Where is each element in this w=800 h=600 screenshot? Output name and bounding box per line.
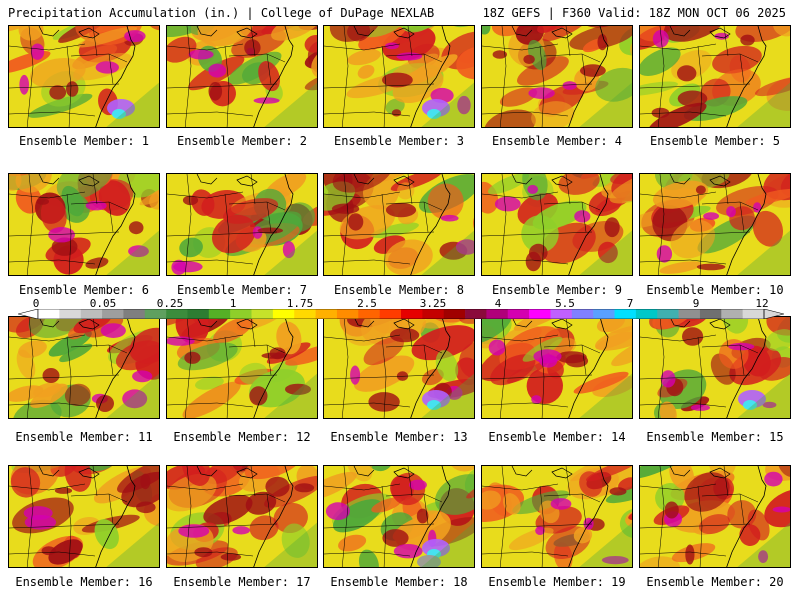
precipitation-colorbar [18,309,784,319]
colorbar-tick-label: 12 [755,297,769,310]
colorbar-swatch [401,309,423,319]
colorbar-swatch [614,309,637,319]
colorbar-swatch [123,309,146,319]
colorbar-swatch [166,309,188,319]
ensemble-member-caption: Ensemble Member: 8 [333,283,465,297]
ensemble-map-panel [323,465,475,568]
colorbar-swatch [315,309,338,319]
ensemble-member-caption: Ensemble Member: 20 [646,575,784,589]
colorbar-swatch [550,309,573,319]
colorbar-swatch [422,309,444,319]
ensemble-map-panel [166,316,318,419]
colorbar-tick-label: 2.5 [357,297,377,310]
ensemble-map-panel [639,25,791,128]
colorbar-swatch [144,309,167,319]
ensemble-member-caption: Ensemble Member: 12 [173,430,311,444]
colorbar-swatch [187,309,210,319]
colorbar-tick-label: 4 [494,297,502,310]
colorbar-swatch [208,309,231,319]
colorbar-swatch [635,309,658,319]
ensemble-map-panel [481,465,633,568]
ensemble-member-caption: Ensemble Member: 19 [488,575,626,589]
colorbar-swatch [571,309,594,319]
colorbar-swatch [358,309,380,319]
colorbar-swatch [465,309,487,319]
ensemble-member-caption: Ensemble Member: 7 [176,283,308,297]
ensemble-member-caption: Ensemble Member: 9 [491,283,623,297]
colorbar-tick-label: 0.25 [156,297,184,310]
colorbar-swatch [80,309,103,319]
map-title: Precipitation Accumulation (in.) | Colle… [8,6,435,20]
colorbar-swatch [721,309,743,319]
colorbar-swatch [593,309,615,319]
ensemble-map-panel [166,25,318,128]
ensemble-map-panel [8,25,160,128]
ensemble-map-panel [481,316,633,419]
colorbar-tick-label: 0 [32,297,40,310]
colorbar-swatch [443,309,466,319]
colorbar-tick-label: 1 [229,297,237,310]
colorbar-tick-label: 9 [692,297,700,310]
ensemble-map-panel [481,173,633,276]
ensemble-map-panel [323,316,475,419]
ensemble-map-panel [639,465,791,568]
ensemble-map-panel [481,25,633,128]
colorbar-labels: 0 0.05 0.25 1 1.75 2.5 3.25 4 5.5 7 9 12 [0,297,800,310]
ensemble-member-caption: Ensemble Member: 10 [646,283,784,297]
ensemble-member-caption: Ensemble Member: 15 [646,430,784,444]
colorbar-tick-label: 1.75 [286,297,314,310]
ensemble-map-panel [323,25,475,128]
ensemble-map-panel [639,173,791,276]
ensemble-member-caption: Ensemble Member: 3 [333,134,465,148]
ensemble-member-caption: Ensemble Member: 16 [15,575,153,589]
colorbar-swatch [272,309,295,319]
model-run-info: 18Z GEFS | F360 Valid: 18Z MON OCT 06 20… [482,6,786,20]
colorbar-swatch [379,309,402,319]
ensemble-member-caption: Ensemble Member: 4 [491,134,623,148]
colorbar-swatch [742,309,765,319]
colorbar-swatch [251,309,274,319]
ensemble-map-panel [166,465,318,568]
colorbar-swatch [102,309,124,319]
ensemble-map-panel [8,465,160,568]
colorbar-swatch [507,309,530,319]
ensemble-map-panel [8,173,160,276]
ensemble-map-panel [639,316,791,419]
ensemble-map-panel [323,173,475,276]
colorbar-swatch [59,309,81,319]
colorbar-tick-label: 7 [626,297,634,310]
colorbar-swatch [699,309,722,319]
ensemble-member-caption: Ensemble Member: 17 [173,575,311,589]
colorbar-swatch [336,309,359,319]
ensemble-member-caption: Ensemble Member: 18 [330,575,468,589]
colorbar-tick-label: 3.25 [419,297,447,310]
ensemble-member-caption: Ensemble Member: 1 [18,134,150,148]
colorbar-swatch [657,309,679,319]
colorbar-swatch [38,309,60,319]
ensemble-member-caption: Ensemble Member: 14 [488,430,626,444]
colorbar-swatch [529,309,551,319]
ensemble-member-caption: Ensemble Member: 11 [15,430,153,444]
ensemble-map-panel [166,173,318,276]
colorbar-swatch [486,309,509,319]
ensemble-member-caption: Ensemble Member: 6 [18,283,150,297]
colorbar-tick-label: 0.05 [89,297,117,310]
ensemble-member-caption: Ensemble Member: 2 [176,134,308,148]
ensemble-member-caption: Ensemble Member: 5 [649,134,781,148]
ensemble-map-panel [8,316,160,419]
colorbar-tick-label: 5.5 [555,297,575,310]
ensemble-member-caption: Ensemble Member: 13 [330,430,468,444]
colorbar-swatch [678,309,701,319]
colorbar-swatch [294,309,316,319]
colorbar-swatch [230,309,252,319]
